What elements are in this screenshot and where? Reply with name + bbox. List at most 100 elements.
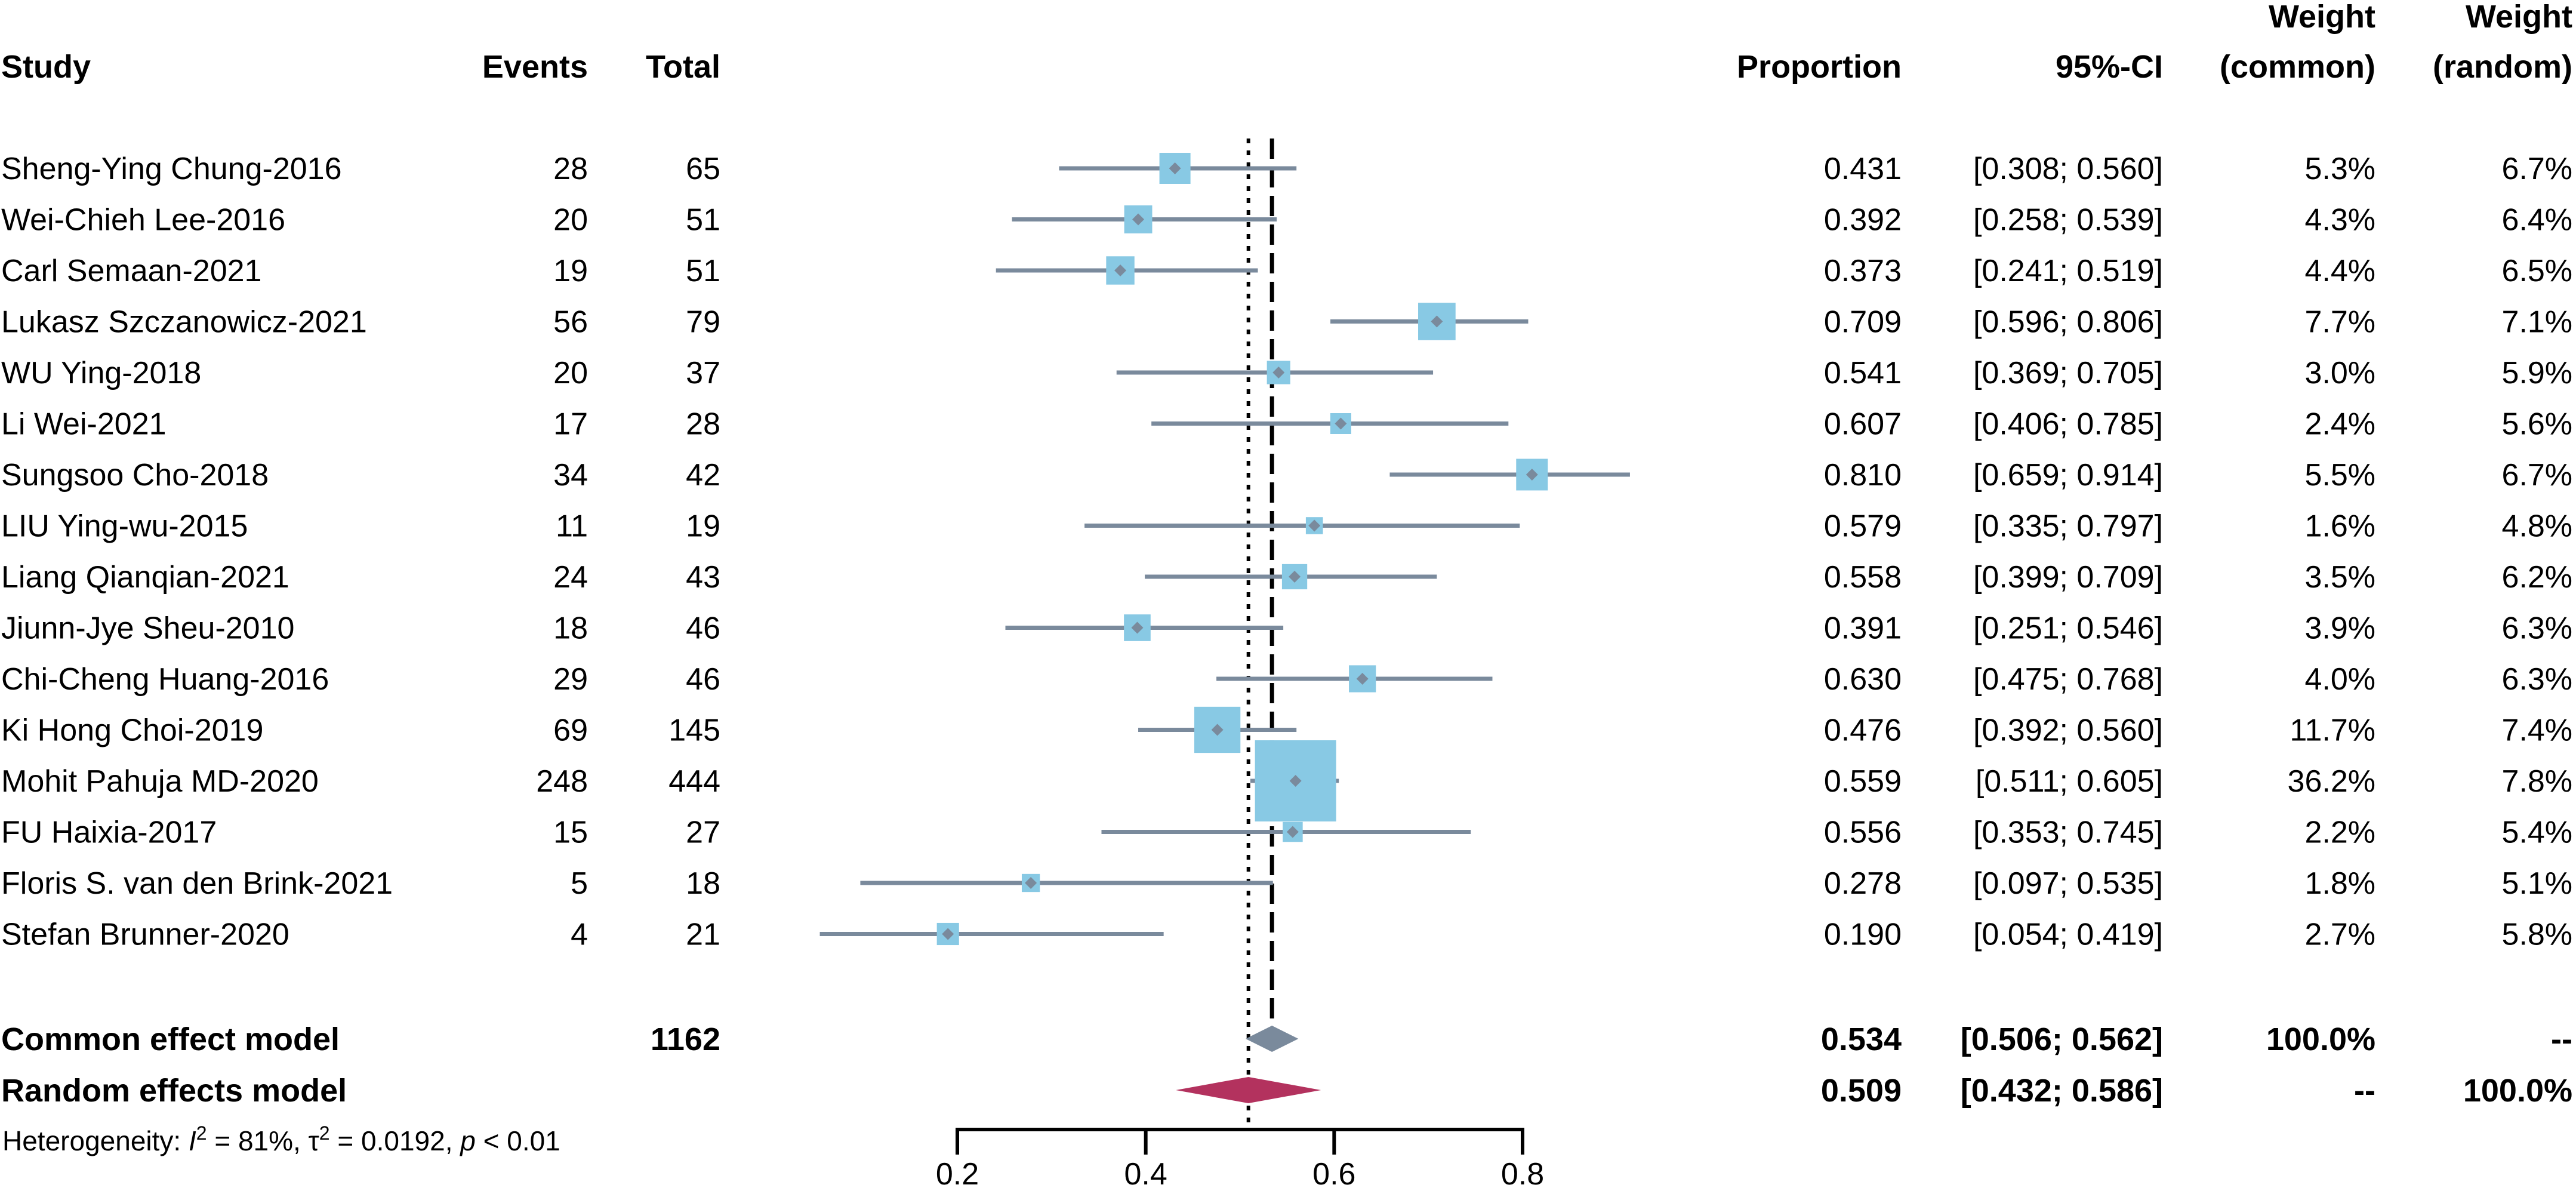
study-events: 34: [553, 458, 588, 493]
study-name: LIU Ying-wu-2015: [1, 509, 248, 544]
study-name: Chi-Cheng Huang-2016: [1, 662, 329, 697]
study-total: 46: [686, 662, 720, 697]
study-events: 15: [553, 815, 588, 850]
study-ci: [0.475; 0.768]: [1973, 662, 2163, 697]
point-estimate: [1431, 315, 1443, 328]
study-weight-common: 5.3%: [2304, 152, 2375, 186]
study-weight-common: 11.7%: [2290, 713, 2375, 748]
study-weight-random: 5.4%: [2501, 815, 2572, 850]
study-weight-common: 1.6%: [2304, 509, 2375, 544]
study-ci: [0.251; 0.546]: [1973, 611, 2163, 646]
point-estimate: [1289, 775, 1302, 787]
study-total: 42: [686, 458, 720, 493]
header-total: Total: [646, 49, 720, 85]
study-name: Floris S. van den Brink-2021: [1, 866, 393, 901]
study-weight-random: 5.9%: [2501, 356, 2572, 390]
header-weight-common-top: Weight: [2269, 0, 2375, 35]
study-proportion: 0.391: [1824, 611, 1902, 646]
study-weight-random: 7.8%: [2501, 764, 2572, 799]
study-weight-common: 3.0%: [2304, 356, 2375, 390]
plot-marks: [819, 139, 1630, 1130]
study-events: 19: [553, 254, 588, 288]
study-total: 65: [686, 152, 720, 186]
study-name: Wei-Chieh Lee-2016: [1, 203, 285, 238]
point-estimate: [1114, 264, 1127, 276]
study-proportion: 0.558: [1824, 560, 1902, 595]
study-total: 51: [686, 254, 720, 288]
study-ci: [0.258; 0.539]: [1973, 203, 2163, 238]
study-name: Liang Qianqian-2021: [1, 560, 289, 595]
study-total: 19: [686, 509, 720, 544]
study-weight-random: 5.1%: [2501, 866, 2572, 901]
study-weight-random: 6.7%: [2501, 152, 2572, 186]
study-proportion: 0.556: [1824, 815, 1902, 850]
study-weight-common: 4.4%: [2304, 254, 2375, 288]
study-ci: [0.596; 0.806]: [1973, 305, 2163, 340]
study-weight-common: 3.5%: [2304, 560, 2375, 595]
x-axis-tick-label: 0.4: [1124, 1157, 1167, 1191]
study-proportion: 0.810: [1824, 458, 1902, 493]
point-estimate: [1132, 213, 1145, 226]
study-total: 37: [686, 356, 720, 390]
common-model-ci: [0.506; 0.562]: [1961, 1021, 2163, 1057]
study-weight-common: 5.5%: [2304, 458, 2375, 493]
x-axis-tick-label: 0.2: [936, 1157, 979, 1191]
point-estimate: [1335, 417, 1347, 430]
point-estimate: [1131, 621, 1144, 634]
point-estimate: [1289, 571, 1301, 583]
header-ci: 95%-CI: [2056, 49, 2163, 85]
common-effect-diamond: [1245, 1026, 1299, 1052]
study-weight-random: 6.7%: [2501, 458, 2572, 493]
point-estimate: [1526, 469, 1538, 481]
study-total: 28: [686, 407, 720, 442]
study-proportion: 0.709: [1824, 305, 1902, 340]
heterogeneity-text: Heterogeneity: I2 = 81%, τ2 = 0.0192, p …: [2, 1122, 560, 1156]
study-weight-common: 2.2%: [2304, 815, 2375, 850]
study-ci: [0.097; 0.535]: [1973, 866, 2163, 901]
random-model-weight-common: --: [2354, 1073, 2375, 1109]
study-ci: [0.392; 0.560]: [1973, 713, 2163, 748]
study-weight-common: 4.0%: [2304, 662, 2375, 697]
study-total: 51: [686, 203, 720, 238]
point-estimate: [1272, 367, 1285, 378]
study-ci: [0.406; 0.785]: [1973, 407, 2163, 442]
header-study: Study: [1, 49, 91, 85]
summary-rows: Common effect model 1162 0.534 [0.506; 0…: [1, 1021, 2572, 1109]
study-events: 4: [571, 918, 588, 952]
study-events: 20: [553, 203, 588, 238]
study-weight-common: 2.7%: [2304, 918, 2375, 952]
study-name: Jiunn-Jye Sheu-2010: [1, 611, 294, 646]
study-name: Carl Semaan-2021: [1, 254, 261, 288]
study-events: 11: [556, 509, 588, 544]
point-estimate: [1025, 877, 1037, 889]
study-events: 69: [553, 713, 588, 748]
study-weight-common: 36.2%: [2288, 764, 2375, 799]
point-estimate: [1211, 724, 1224, 736]
study-events: 24: [553, 560, 588, 595]
header-weight-common-bottom: (common): [2220, 49, 2375, 85]
study-weight-common: 3.9%: [2304, 611, 2375, 646]
study-proportion: 0.190: [1824, 918, 1902, 952]
study-total: 79: [686, 305, 720, 340]
study-name: Ki Hong Choi-2019: [1, 713, 263, 748]
study-weight-random: 6.3%: [2501, 662, 2572, 697]
study-ci: [0.308; 0.560]: [1973, 152, 2163, 186]
study-events: 18: [553, 611, 588, 646]
study-proportion: 0.278: [1824, 866, 1902, 901]
study-name: FU Haixia-2017: [1, 815, 217, 850]
point-estimate: [1356, 673, 1369, 685]
study-weight-random: 6.2%: [2501, 560, 2572, 595]
study-ci: [0.659; 0.914]: [1973, 458, 2163, 493]
study-weight-common: 1.8%: [2304, 866, 2375, 901]
point-estimate: [942, 928, 954, 940]
study-name: Li Wei-2021: [1, 407, 167, 442]
common-model-total: 1162: [651, 1021, 720, 1057]
study-events: 56: [553, 305, 588, 340]
header-events: Events: [482, 49, 588, 85]
study-weight-random: 7.4%: [2501, 713, 2572, 748]
common-model-weight-random: --: [2551, 1021, 2572, 1057]
common-model-label: Common effect model: [1, 1021, 340, 1057]
study-ci: [0.241; 0.519]: [1973, 254, 2163, 288]
study-proportion: 0.559: [1824, 764, 1902, 799]
